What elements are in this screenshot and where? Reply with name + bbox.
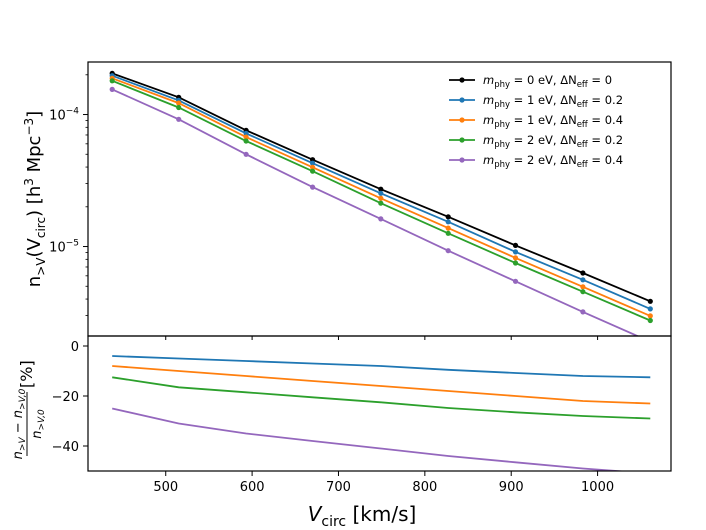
svg-text:[%]: [%] bbox=[17, 360, 36, 388]
top-series-2-point-5 bbox=[445, 225, 451, 231]
bottom-axes-frame bbox=[87, 335, 672, 472]
top-series-0-point-6 bbox=[512, 242, 519, 248]
legend-marker-2 bbox=[459, 117, 465, 123]
top-series-3-point-1 bbox=[176, 104, 182, 111]
top-series-2-point-4 bbox=[378, 195, 384, 201]
top-series-2-point-2 bbox=[243, 134, 249, 140]
top-series-line-4 bbox=[111, 88, 640, 336]
top-series-4-point-4 bbox=[378, 216, 384, 222]
bottom-panel: 0 −20 −40 500 600 700 800 900 1000 n>V − n>V,0 … bbox=[11, 335, 672, 530]
top-series-2-point-3 bbox=[310, 164, 316, 170]
bottom-x-ticks: 500 600 700 800 900 1000 bbox=[153, 336, 614, 495]
top-series-2-point-1 bbox=[176, 100, 182, 106]
legend-marker-0 bbox=[459, 77, 465, 83]
bottom-y-tick-label-0: 0 bbox=[71, 340, 79, 355]
legend: mphy = 0 eV, ΔNeff = 0 mphy = 1 eV, ΔNeff… bbox=[449, 73, 623, 170]
legend-label-3: mphy = 2 eV, ΔNeff = 0.2 bbox=[483, 133, 623, 150]
top-series-1-point-4 bbox=[378, 190, 384, 196]
top-series-0-point-8 bbox=[647, 298, 653, 304]
bottom-y-axis-label: n>V − n>V,0 n>V,0 [%] bbox=[11, 360, 47, 459]
bottom-y-tick-label-2: −40 bbox=[52, 440, 79, 455]
top-series-1-point-7 bbox=[580, 277, 586, 283]
x-tick-label-5: 1000 bbox=[581, 480, 614, 495]
top-series-3-point-2 bbox=[243, 138, 249, 144]
bottom-series-line-3 bbox=[112, 407, 629, 471]
top-series-1-point-5 bbox=[445, 219, 451, 225]
x-tick-label-3: 800 bbox=[412, 480, 437, 495]
top-series-4-point-6 bbox=[512, 278, 519, 284]
top-series-2-point-8 bbox=[647, 313, 653, 319]
top-series-3-point-0 bbox=[109, 78, 115, 84]
bottom-series-layer bbox=[112, 355, 651, 471]
legend-label-1: mphy = 1 eV, ΔNeff = 0.2 bbox=[483, 93, 623, 110]
top-y-tick-label-0: 10−5 bbox=[49, 239, 79, 256]
top-series-4-point-8 bbox=[648, 339, 653, 344]
top-series-3-point-7 bbox=[580, 289, 586, 295]
top-series-1-point-8 bbox=[647, 306, 653, 312]
x-tick-label-1: 600 bbox=[240, 480, 265, 495]
top-series-3-point-3 bbox=[310, 168, 316, 174]
top-series-4-point-0 bbox=[109, 86, 115, 92]
svg-text:n>V,0: n>V,0 bbox=[30, 409, 47, 439]
top-series-4-point-7 bbox=[580, 309, 586, 315]
x-tick-label-4: 900 bbox=[499, 480, 524, 495]
x-tick-label-0: 500 bbox=[153, 480, 178, 495]
top-series-1-point-3 bbox=[310, 160, 316, 166]
top-series-3-point-8 bbox=[647, 317, 653, 324]
legend-label-0: mphy = 0 eV, ΔNeff = 0 bbox=[483, 73, 612, 90]
legend-label-4: mphy = 2 eV, ΔNeff = 0.4 bbox=[483, 153, 623, 170]
bottom-series-line-1 bbox=[112, 365, 651, 405]
top-series-1-point-2 bbox=[243, 130, 249, 136]
top-y-tick-label-1: 10−4 bbox=[49, 107, 79, 124]
top-series-0-point-5 bbox=[445, 214, 451, 220]
top-series-3-point-4 bbox=[378, 200, 384, 206]
top-series-3-point-5 bbox=[445, 230, 451, 236]
top-series-4-point-2 bbox=[243, 151, 249, 157]
top-y-ticks: 10−5 10−4 bbox=[49, 74, 88, 316]
top-y-axis-label: n>V(Vcirc) [h3 Mpc−3] bbox=[22, 111, 48, 287]
top-series-1-point-6 bbox=[512, 249, 519, 255]
top-series-layer bbox=[109, 70, 653, 344]
top-series-4-point-1 bbox=[176, 116, 182, 122]
x-tick-label-2: 700 bbox=[326, 480, 351, 495]
top-series-4-point-3 bbox=[310, 184, 316, 190]
top-series-0-point-4 bbox=[378, 186, 384, 192]
top-series-2-point-6 bbox=[512, 255, 519, 261]
top-series-0-point-7 bbox=[580, 270, 586, 276]
top-series-2-point-7 bbox=[580, 284, 586, 290]
legend-label-2: mphy = 1 eV, ΔNeff = 0.4 bbox=[483, 113, 623, 130]
bottom-y-tick-label-1: −20 bbox=[52, 390, 79, 405]
svg-text:n>V − n>V,0: n>V − n>V,0 bbox=[11, 388, 28, 459]
top-panel: 10−5 10−4 mphy = 0 eV, ΔNeff = 0 mphy = 1 … bbox=[22, 61, 672, 344]
x-axis-label: Vcirc [km/s] bbox=[308, 502, 417, 530]
legend-marker-4 bbox=[459, 157, 465, 163]
top-series-4-point-5 bbox=[445, 248, 451, 254]
bottom-series-line-2 bbox=[112, 376, 651, 420]
bottom-series-line-0 bbox=[112, 355, 651, 379]
bottom-y-ticks: 0 −20 −40 bbox=[52, 340, 88, 455]
legend-marker-1 bbox=[459, 97, 465, 103]
legend-marker-3 bbox=[459, 137, 465, 143]
top-series-3-point-6 bbox=[512, 260, 519, 266]
